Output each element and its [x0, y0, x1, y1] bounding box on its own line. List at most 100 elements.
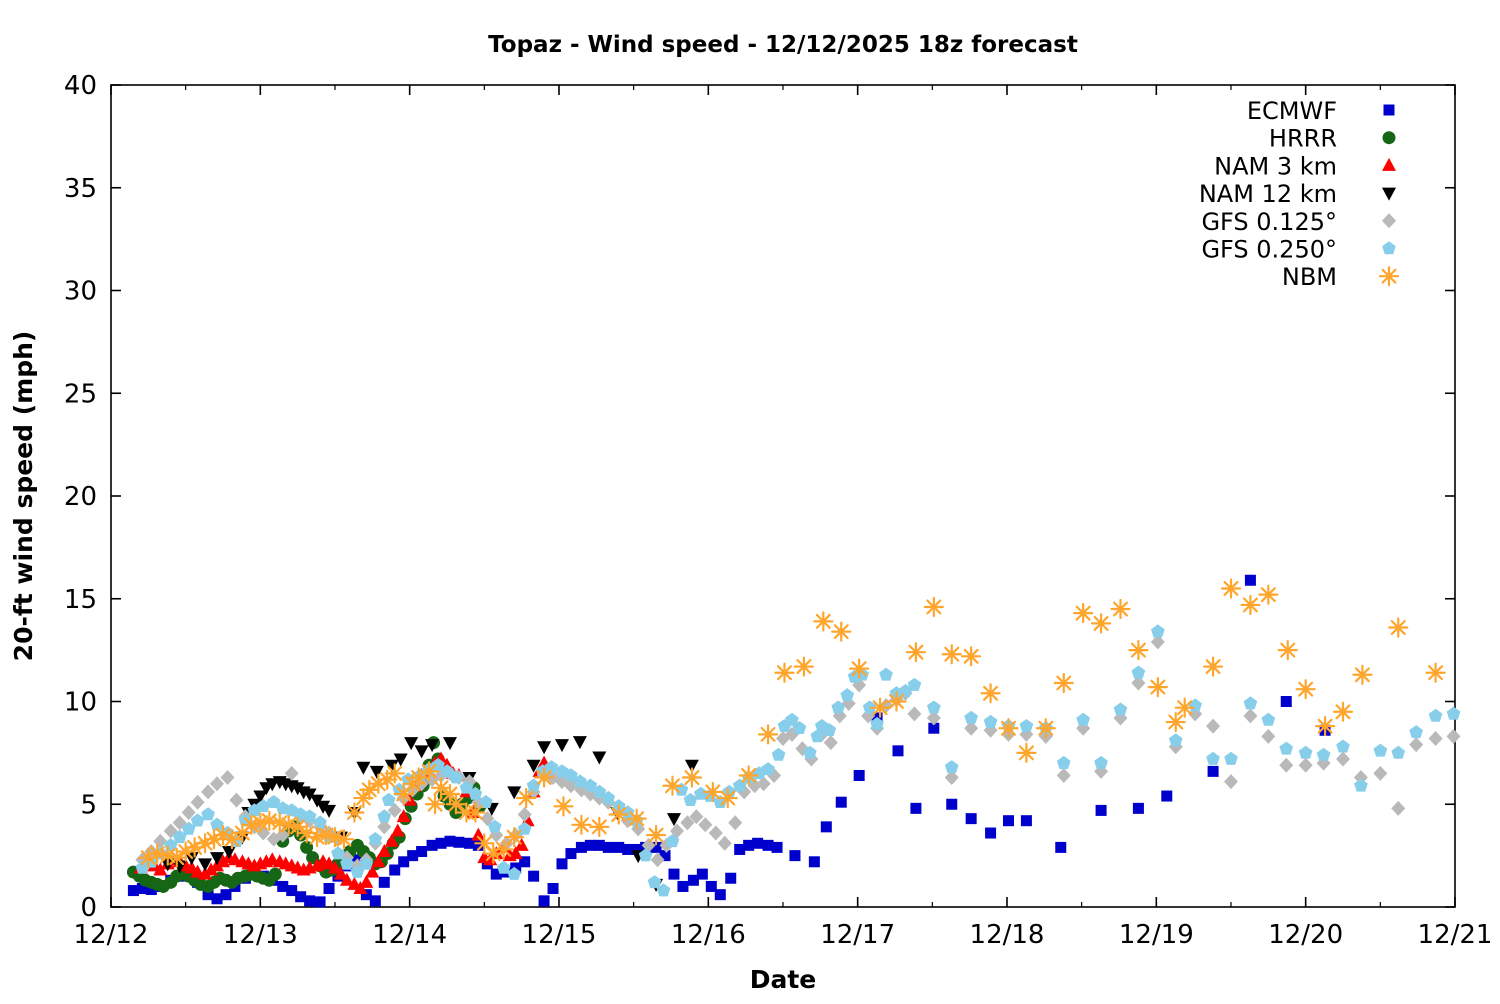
data-point	[353, 787, 374, 809]
data-point	[439, 783, 461, 805]
data-point	[377, 809, 392, 823]
data-point	[757, 724, 779, 745]
data-point	[647, 875, 662, 889]
x-tick-label: 12/16	[671, 920, 746, 950]
data-point	[202, 889, 214, 901]
data-point	[923, 596, 944, 618]
data-point	[728, 815, 743, 831]
data-point	[339, 872, 354, 886]
data-point	[1336, 751, 1350, 767]
data-point	[310, 858, 325, 872]
data-point	[910, 802, 922, 814]
data-point	[453, 836, 465, 848]
data-point	[1207, 765, 1219, 777]
data-point	[1020, 815, 1032, 827]
data-point	[656, 883, 671, 897]
data-point	[393, 753, 408, 767]
data-point	[519, 856, 531, 868]
data-point	[761, 762, 775, 776]
data-point	[414, 745, 429, 759]
data-point	[998, 718, 1019, 739]
data-point	[941, 644, 962, 665]
data-point	[714, 889, 726, 901]
data-point	[1332, 701, 1354, 722]
data-point	[879, 667, 893, 681]
data-point	[813, 611, 834, 632]
data-point	[905, 642, 927, 663]
data-point	[322, 804, 337, 818]
legend-entry-gfs-0-250-: GFS 0.250°	[1201, 236, 1396, 264]
data-point	[306, 827, 328, 848]
data-point	[565, 848, 577, 860]
data-point	[762, 839, 774, 851]
data-point	[1224, 751, 1238, 765]
data-point	[1277, 640, 1298, 661]
data-point	[365, 864, 380, 878]
data-point	[333, 866, 348, 880]
data-point	[384, 763, 405, 784]
chart-title: Topaz - Wind speed - 12/12/2025 18z fore…	[488, 32, 1078, 58]
data-point	[631, 843, 643, 855]
data-point	[547, 883, 559, 895]
data-point	[371, 854, 386, 868]
data-point	[350, 864, 365, 878]
data-point	[840, 688, 855, 702]
legend-marker-triangle-up-icon	[1382, 157, 1396, 171]
data-point	[650, 841, 662, 853]
data-point	[983, 714, 998, 728]
data-point	[792, 721, 807, 734]
data-point	[1147, 677, 1168, 698]
data-point	[1055, 841, 1067, 853]
data-point	[771, 747, 786, 761]
data-point	[638, 848, 653, 862]
legend-label: NBM	[1282, 263, 1337, 291]
x-tick-label: 12/21	[1418, 920, 1493, 950]
data-point	[1373, 743, 1388, 757]
data-point	[1382, 131, 1396, 145]
data-point	[820, 821, 832, 833]
data-point	[201, 807, 215, 821]
data-point	[290, 782, 305, 796]
data-point	[302, 809, 317, 823]
data-point	[408, 767, 429, 788]
plot-area: 12/12 12/13 12/14 12/15 12/16 12/17 12/18 12/19…	[64, 71, 1493, 950]
data-point	[220, 889, 232, 901]
data-point	[831, 621, 852, 642]
data-point	[507, 866, 521, 880]
data-point	[135, 860, 150, 874]
data-point	[608, 804, 629, 825]
y-tick-label: 20	[64, 482, 97, 512]
data-point	[1110, 598, 1131, 620]
data-point	[785, 712, 799, 726]
data-point	[756, 776, 771, 792]
data-point	[1151, 624, 1165, 638]
legend-entry-hrrr: HRRR	[1269, 125, 1396, 153]
data-point	[526, 759, 541, 773]
data-point	[1314, 716, 1336, 737]
data-point	[803, 745, 817, 759]
data-point	[1425, 662, 1446, 683]
data-point	[204, 862, 219, 876]
y-tick-label: 35	[64, 174, 97, 204]
data-point	[1019, 719, 1034, 732]
data-point	[537, 741, 552, 755]
data-point	[487, 819, 502, 833]
data-point	[465, 802, 486, 823]
data-point	[831, 700, 846, 714]
data-point	[622, 843, 634, 855]
data-point	[390, 823, 405, 837]
data-point	[471, 827, 486, 841]
data-point	[1240, 594, 1261, 616]
data-point	[340, 856, 354, 870]
data-point	[1188, 698, 1202, 712]
series-nbm	[138, 578, 1446, 868]
data-point	[1378, 266, 1400, 287]
data-point	[1409, 737, 1424, 753]
data-point	[359, 779, 380, 800]
data-point	[593, 839, 605, 851]
data-point	[387, 802, 402, 818]
data-point	[1261, 728, 1276, 744]
data-point	[210, 817, 224, 831]
data-point	[369, 765, 384, 779]
